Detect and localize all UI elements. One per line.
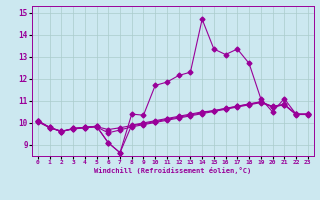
X-axis label: Windchill (Refroidissement éolien,°C): Windchill (Refroidissement éolien,°C) [94,167,252,174]
